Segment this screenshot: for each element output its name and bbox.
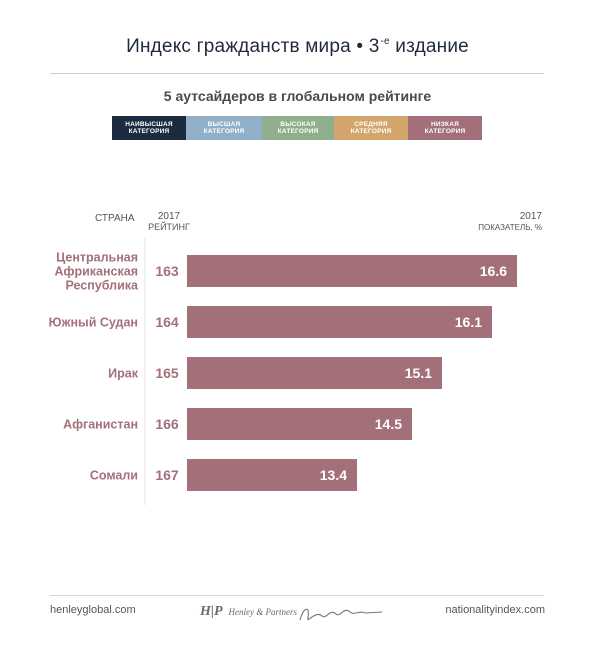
legend-item: ВЫСОКАЯ КАТЕГОРИЯ — [262, 116, 334, 140]
rank-label: 167 — [155, 467, 179, 483]
country-label: Южный Судан — [49, 316, 138, 330]
rank-label: 164 — [155, 314, 179, 330]
legend-item: НАИВЫСШАЯ КАТЕГОРИЯ — [112, 116, 186, 140]
henley-logo-text: Henley & Partners — [228, 607, 298, 617]
country-label: Афганистан — [63, 418, 138, 432]
rank-label: 163 — [155, 263, 179, 279]
bar — [187, 306, 492, 338]
value-label: 16.1 — [455, 314, 482, 330]
value-label: 13.4 — [320, 467, 347, 483]
column-header-score-year: 2017 — [519, 211, 542, 222]
legend-item: ВЫСШАЯ КАТЕГОРИЯ — [186, 116, 262, 140]
country-label: Ирак — [108, 367, 139, 381]
footer-left-url[interactable]: henleyglobal.com — [50, 604, 136, 616]
rank-label: 166 — [155, 416, 179, 432]
value-label: 14.5 — [375, 416, 402, 432]
legend-item: СРЕДНЯЯ КАТЕГОРИЯ — [334, 116, 408, 140]
title-superscript: -е — [380, 36, 390, 47]
column-header-rank-label: РЕЙТИНГ — [148, 222, 190, 232]
column-header-score: 2017 ПОКАЗАТЕЛЬ, % — [470, 211, 542, 233]
bar — [187, 408, 412, 440]
title-tail: издание — [389, 36, 469, 57]
column-header-rank: 2017 РЕЙТИНГ — [148, 211, 190, 233]
column-header-score-label: ПОКАЗАТЕЛЬ, % — [478, 223, 542, 232]
page-title: Индекс гражданств мира • 3-е издание — [0, 36, 595, 58]
legend-item: НИЗКАЯ КАТЕГОРИЯ — [408, 116, 482, 140]
bar-chart: Центральная Африканская Республика 163 16.6 Ю… — [49, 238, 517, 505]
value-label: 16.6 — [480, 263, 507, 279]
legend-item-label: ВЫСОКАЯ КАТЕГОРИЯ — [277, 121, 319, 135]
bar — [187, 459, 357, 491]
rank-label: 165 — [155, 365, 179, 381]
bar — [187, 255, 517, 287]
footer-divider — [50, 595, 544, 596]
legend-item-label: СРЕДНЯЯ КАТЕГОРИЯ — [350, 121, 392, 135]
country-label: Центральная Африканская Республика — [55, 251, 140, 293]
legend-item-label: НАИВЫСШАЯ КАТЕГОРИЯ — [125, 121, 173, 135]
title-main: Индекс гражданств мира • 3 — [126, 36, 380, 57]
category-legend: НАИВЫСШАЯ КАТЕГОРИЯ ВЫСШАЯ КАТЕГОРИЯ ВЫСОК… — [112, 116, 482, 140]
top-divider — [50, 73, 544, 74]
column-header-country: СТРАНА — [95, 213, 135, 224]
henley-logo: H|P Henley & Partners — [200, 600, 297, 624]
value-label: 15.1 — [405, 365, 432, 381]
legend-item-label: ВЫСШАЯ КАТЕГОРИЯ — [203, 121, 245, 135]
chart-subtitle: 5 аутсайдеров в глобальном рейтинге — [163, 88, 432, 104]
legend-item-label: НИЗКАЯ КАТЕГОРИЯ — [424, 121, 466, 135]
henley-logo-mark: H|P — [200, 604, 223, 619]
column-header-rank-year: 2017 — [157, 211, 181, 222]
footer-right-url[interactable]: nationalityindex.com — [445, 604, 545, 616]
signature-image — [299, 608, 383, 621]
bar — [187, 357, 442, 389]
country-label: Сомали — [90, 469, 138, 483]
